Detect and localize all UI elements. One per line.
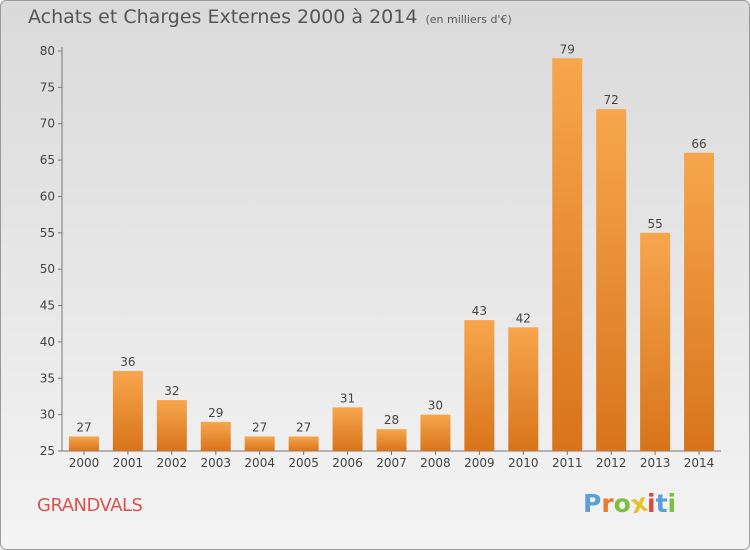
y-tick-label: 45 (40, 299, 55, 313)
y-tick-label: 35 (40, 371, 55, 385)
x-tick-label: 2009 (464, 456, 495, 470)
logo-letter: i (647, 489, 656, 518)
x-tick-label: 2010 (508, 456, 539, 470)
y-tick-label: 55 (40, 226, 55, 240)
bar-2000 (68, 436, 99, 451)
y-tick-label: 50 (40, 262, 55, 276)
bar-2003 (200, 421, 231, 451)
logo-letter: t (655, 489, 668, 518)
bar-value-label: 72 (604, 93, 619, 107)
bar-value-label: 29 (208, 406, 223, 420)
y-tick-label: 80 (40, 44, 55, 58)
y-tick-label: 70 (40, 117, 55, 131)
x-tick-label: 2006 (332, 456, 363, 470)
bar-value-label: 31 (340, 391, 355, 405)
commune-name: GRANDVALS (37, 495, 143, 516)
bar-2005 (288, 436, 319, 451)
bar-value-label: 30 (428, 399, 443, 413)
bar-2007 (376, 429, 407, 451)
x-tick-label: 2013 (640, 456, 671, 470)
y-tick-label: 75 (40, 80, 55, 94)
bar-2004 (244, 436, 275, 451)
logo-letter: P (583, 489, 602, 518)
bar-value-label: 32 (164, 384, 179, 398)
x-tick-label: 2011 (552, 456, 583, 470)
logo-letter: i (667, 489, 677, 518)
x-tick-label: 2001 (113, 456, 144, 470)
bar-value-label: 27 (252, 420, 267, 434)
chart-bars (68, 58, 715, 451)
x-tick-label: 2012 (596, 456, 627, 470)
chart-title-text: Achats et Charges Externes 2000 à 2014 (28, 6, 418, 28)
chart-unit: (en milliers d'€) (425, 13, 512, 26)
bar-2014 (684, 152, 715, 451)
logo-letter: r (601, 489, 614, 518)
y-tick-label: 60 (40, 189, 55, 203)
x-tick-label: 2000 (69, 456, 100, 470)
x-tick-label: 2008 (420, 456, 451, 470)
bar-2012 (596, 109, 627, 451)
x-tick-label: 2014 (684, 456, 715, 470)
bar-value-label: 28 (384, 413, 399, 427)
y-tick-label: 65 (40, 153, 55, 167)
y-tick-label: 30 (40, 408, 55, 422)
bar-2010 (508, 327, 539, 451)
logo-letter: o (613, 489, 631, 518)
bar-2002 (156, 400, 187, 451)
bar-value-label: 42 (516, 311, 531, 325)
bar-2006 (332, 407, 363, 451)
bar-2008 (420, 414, 451, 451)
x-tick-label: 2005 (288, 456, 319, 470)
y-tick-label: 40 (40, 335, 55, 349)
bar-value-label: 36 (120, 355, 135, 369)
x-tick-label: 2003 (200, 456, 231, 470)
y-tick-label: 25 (40, 444, 55, 458)
bar-2011 (552, 58, 583, 451)
proxiti-logo: Proxiti (583, 488, 677, 520)
bar-value-label: 27 (76, 420, 91, 434)
bar-2013 (640, 232, 671, 451)
x-tick-label: 2007 (376, 456, 407, 470)
chart-labels: 27 2000 36 2001 32 2002 29 2003 27 2004 27 2005 31 20… (69, 42, 715, 470)
bar-value-label: 43 (472, 304, 487, 318)
x-tick-label: 2004 (244, 456, 275, 470)
bar-value-label: 79 (560, 42, 575, 56)
x-tick-label: 2002 (157, 456, 188, 470)
bar-value-label: 66 (691, 137, 706, 151)
bar-value-label: 55 (647, 217, 662, 231)
bar-value-label: 27 (296, 420, 311, 434)
chart-title: Achats et Charges Externes 2000 à 2014 (e… (28, 6, 512, 28)
bar-2009 (464, 320, 495, 451)
bar-2001 (112, 371, 143, 451)
